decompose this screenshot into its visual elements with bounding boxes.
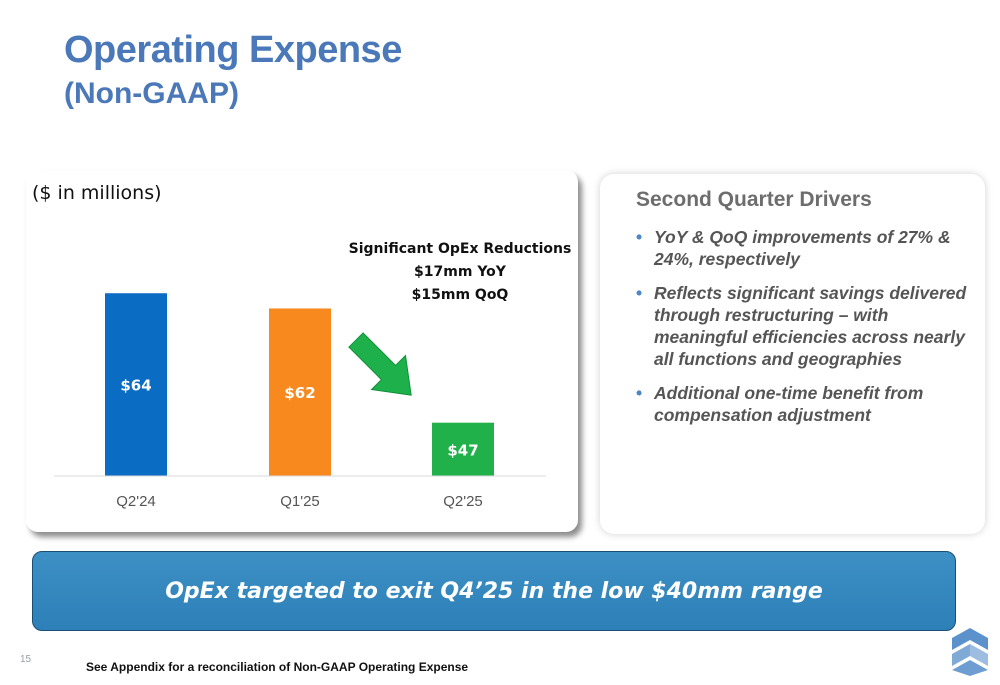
- opex-bar-chart: $64 Q2'24 $62 Q1'25 $47 Q2'25 Significant OpEx…: [54, 241, 572, 510]
- bar-data-label: $62: [284, 384, 315, 402]
- driver-text: Additional one-time benefit from compens…: [654, 383, 924, 425]
- bar-data-label: $47: [447, 441, 478, 459]
- page-subtitle: (Non-GAAP): [64, 77, 239, 110]
- chart-panel: ($ in millions) $64 Q2'24 $62 Q1'25 $47 Q2'25…: [26, 170, 578, 532]
- drivers-list: • YoY & QoQ improvements of 27% & 24%, re…: [620, 226, 975, 438]
- driver-text: Reflects significant savings delivered t…: [654, 283, 967, 369]
- drivers-panel: Second Quarter Drivers • YoY & QoQ improv…: [600, 174, 985, 534]
- driver-bullet: • Reflects significant savings delivered …: [620, 282, 975, 370]
- banner-text: OpEx targeted to exit Q4’25 in the low $…: [165, 578, 823, 604]
- units-label: ($ in millions): [32, 182, 162, 204]
- bullet-dot-icon: •: [636, 283, 643, 303]
- x-tick-label: Q1'25: [280, 493, 320, 510]
- annotation-line: $17mm YoY: [414, 264, 507, 280]
- page-number: 15: [20, 654, 32, 665]
- annotation-line: Significant OpEx Reductions: [349, 241, 572, 257]
- bullet-dot-icon: •: [636, 227, 643, 247]
- driver-text: YoY & QoQ improvements of 27% & 24%, res…: [654, 227, 951, 269]
- drivers-title: Second Quarter Drivers: [636, 188, 872, 211]
- 3d-systems-logo-icon: [952, 628, 988, 676]
- bullet-dot-icon: •: [636, 383, 643, 403]
- page-title: Operating Expense: [64, 29, 402, 71]
- driver-bullet: • Additional one-time benefit from compen…: [620, 382, 975, 426]
- bar-data-label: $64: [120, 377, 151, 395]
- bar-1: [269, 308, 331, 476]
- driver-bullet: • YoY & QoQ improvements of 27% & 24%, re…: [620, 226, 975, 270]
- x-tick-label: Q2'25: [443, 493, 483, 510]
- bar-2: [432, 422, 494, 476]
- guidance-banner: OpEx targeted to exit Q4’25 in the low $…: [32, 551, 956, 631]
- arrow-shape: [348, 332, 412, 396]
- footnote: See Appendix for a reconciliation of Non…: [86, 660, 469, 674]
- annotation-line: $15mm QoQ: [412, 287, 509, 303]
- reduction-arrow-icon: [348, 332, 412, 396]
- x-tick-label: Q2'24: [116, 493, 156, 510]
- bar-0: [105, 293, 167, 476]
